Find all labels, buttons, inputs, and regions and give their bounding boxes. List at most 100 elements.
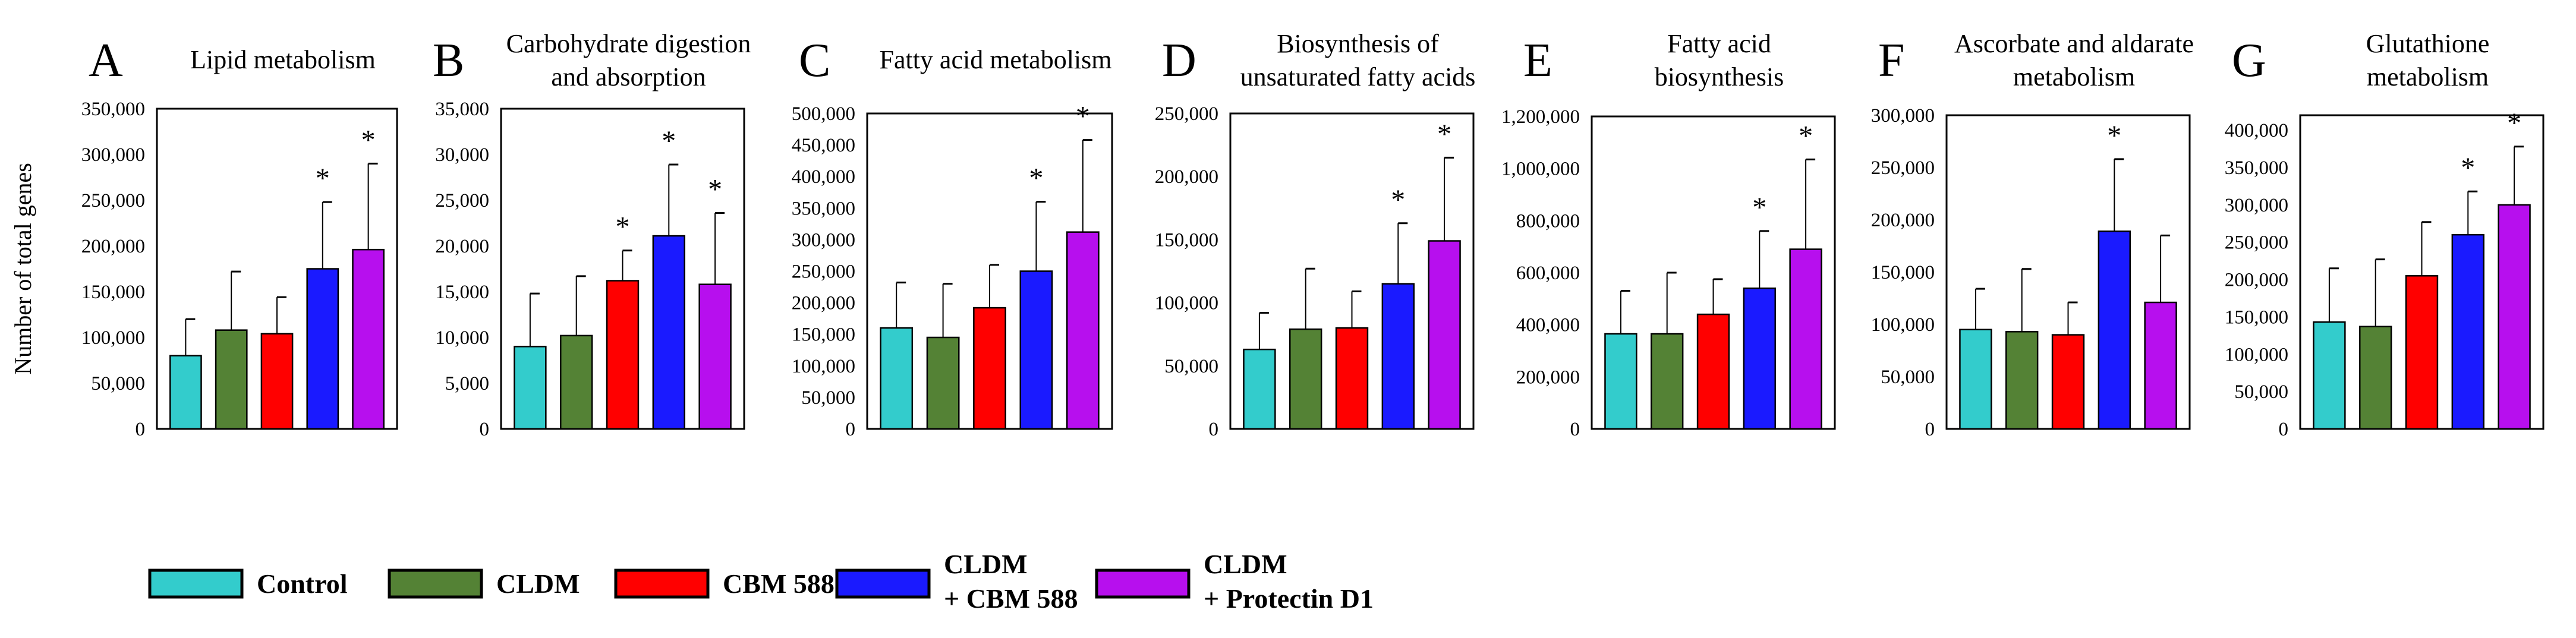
- y-tick-label: 0: [1570, 419, 1580, 440]
- bar: [1789, 248, 1822, 430]
- y-tick-label: 150,000: [81, 282, 145, 303]
- bar: [1335, 327, 1369, 430]
- y-tick-label: 100,000: [1871, 314, 1935, 336]
- y-tick-label: 300,000: [2225, 195, 2288, 216]
- legend-item: Control: [148, 568, 348, 599]
- panel-f: F Ascorbate and aldarate metabolism 0 50,000…: [1871, 29, 2194, 440]
- legend-label-line: + CBM 588: [944, 583, 1078, 614]
- bar: [1743, 288, 1777, 430]
- bar: [1650, 333, 1684, 430]
- bar: [2313, 321, 2346, 430]
- y-tick-label: 0: [136, 419, 146, 440]
- bar: [973, 307, 1006, 430]
- legend-label: CLDM: [496, 568, 580, 599]
- legend-swatch: [388, 568, 483, 599]
- panel-title: Fatty acid metabolism: [879, 45, 1111, 74]
- y-tick-label: 350,000: [2225, 157, 2288, 179]
- bar: [652, 235, 686, 430]
- legend-item: CBM 588: [614, 568, 834, 599]
- bar: [926, 336, 960, 430]
- panel-title-line: Glutathione: [2366, 29, 2490, 58]
- significance-marker: *: [2107, 120, 2121, 151]
- bar: [2451, 233, 2485, 430]
- bar: [260, 333, 294, 430]
- y-tick-label: 50,000: [1881, 367, 1935, 388]
- y-tick-label: 350,000: [81, 99, 145, 120]
- panel-letter: A: [89, 34, 123, 87]
- bar: [2051, 334, 2085, 430]
- y-tick-label: 150,000: [792, 324, 855, 346]
- panel-g: G Glutathione metabolism 0 50,000 100,000 150,…: [2225, 29, 2544, 440]
- significance-marker: *: [316, 163, 330, 194]
- y-tick-label: 250,000: [81, 190, 145, 211]
- y-tick-label: 450,000: [792, 135, 855, 156]
- significance-marker: *: [2507, 108, 2521, 139]
- y-tick-label: 50,000: [2234, 381, 2288, 403]
- legend-label: Control: [257, 568, 348, 599]
- y-tick-label: 400,000: [1516, 315, 1580, 336]
- bar: [698, 283, 732, 430]
- panel-c: C Fatty acid metabolism 0 50,000 100,000 150,…: [792, 34, 1113, 440]
- y-tick-label: 300,000: [1871, 105, 1935, 127]
- panel-title-line: unsaturated fatty acids: [1240, 62, 1476, 91]
- y-tick-label: 1,000,000: [1501, 159, 1580, 180]
- panel-title-line: and absorption: [551, 62, 706, 91]
- y-tick-label: 150,000: [1871, 262, 1935, 283]
- y-tick-label: 100,000: [792, 356, 855, 377]
- panel-b: B Carbohydrate digestion and absorption 0 5,…: [433, 29, 751, 440]
- y-tick-label: 0: [480, 419, 490, 440]
- legend-swatch: [1095, 568, 1191, 599]
- y-tick-label: 150,000: [2225, 307, 2288, 328]
- legend-item: CLDM + Protectin D1: [1095, 549, 1374, 614]
- significance-marker: *: [2461, 152, 2475, 184]
- panel-letter: G: [2232, 34, 2266, 87]
- legend-item: CLDM: [388, 568, 580, 599]
- legend-swatch: [614, 568, 710, 599]
- significance-marker: *: [1391, 184, 1405, 216]
- panel-letter: B: [433, 34, 464, 87]
- bar: [1289, 328, 1322, 430]
- y-tick-label: 200,000: [1871, 210, 1935, 231]
- y-tick-label: 200,000: [81, 236, 145, 257]
- panel-title-line: metabolism: [2013, 62, 2135, 91]
- y-tick-label: 100,000: [81, 327, 145, 349]
- bar: [1604, 333, 1637, 430]
- y-tick-label: 30,000: [435, 144, 489, 166]
- panel-title-line: Carbohydrate digestion: [506, 29, 751, 58]
- panel-title-line: metabolism: [2367, 62, 2489, 91]
- panel-title-line: Ascorbate and aldarate: [1954, 29, 2194, 58]
- bar: [2358, 326, 2392, 430]
- bar: [2498, 204, 2531, 430]
- legend-swatch: [835, 568, 931, 599]
- y-tick-label: 600,000: [1516, 263, 1580, 284]
- significance-marker: *: [1437, 118, 1451, 150]
- y-tick-label: 300,000: [81, 144, 145, 166]
- y-tick-label: 150,000: [1155, 229, 1218, 251]
- panel-title-line: Fatty acid: [1667, 29, 1771, 58]
- bar: [514, 346, 547, 430]
- legend-label-line: + Protectin D1: [1204, 583, 1374, 614]
- bar: [2098, 230, 2131, 430]
- panel-letter: E: [1523, 34, 1552, 87]
- y-tick-label: 10,000: [435, 327, 489, 349]
- legend-swatch: [148, 568, 244, 599]
- y-tick-label: 50,000: [91, 373, 145, 394]
- y-axis-label: Number of total genes: [10, 163, 36, 375]
- panel-e: E Fatty acid biosynthesis 0 200,000 400,000 60…: [1501, 29, 1836, 440]
- bar: [1428, 240, 1461, 430]
- bar: [169, 355, 202, 430]
- bar: [352, 248, 385, 430]
- y-tick-label: 800,000: [1516, 210, 1580, 232]
- y-tick-label: 5,000: [445, 373, 489, 394]
- panel-title-line: biosynthesis: [1655, 62, 1784, 91]
- y-tick-label: 250,000: [1155, 103, 1218, 125]
- bar: [306, 268, 339, 430]
- y-tick-label: 50,000: [801, 387, 855, 409]
- legend-label-line: CLDM: [1204, 549, 1287, 579]
- bar: [880, 327, 914, 430]
- y-tick-label: 200,000: [2225, 270, 2288, 291]
- bar: [1019, 270, 1053, 430]
- panel-letter: F: [1878, 34, 1905, 87]
- y-tick-label: 400,000: [792, 166, 855, 188]
- bar: [1066, 231, 1100, 430]
